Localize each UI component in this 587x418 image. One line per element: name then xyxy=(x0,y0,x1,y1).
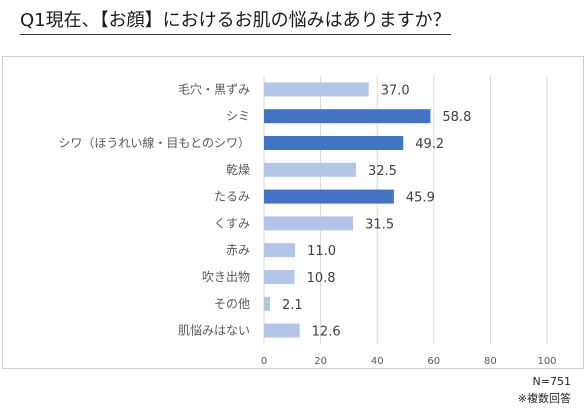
category-label: シミ xyxy=(226,109,250,123)
category-label: その他 xyxy=(214,297,250,311)
bar xyxy=(264,189,394,204)
sample-size-label: N=751 xyxy=(532,375,571,388)
data-label: 10.8 xyxy=(307,271,336,286)
data-label: 58.8 xyxy=(442,110,471,125)
bar xyxy=(264,296,270,311)
category-label: 赤み xyxy=(226,243,250,257)
data-label: 11.0 xyxy=(307,244,336,259)
data-label: 32.5 xyxy=(368,164,397,179)
x-tick-label: 40 xyxy=(371,356,384,367)
x-tick-label: 20 xyxy=(314,356,327,367)
data-label: 49.2 xyxy=(415,137,444,152)
bar xyxy=(264,243,296,258)
category-label: 毛穴・黒ずみ xyxy=(178,81,250,96)
bar xyxy=(264,270,295,284)
bar xyxy=(264,136,404,150)
x-tick-label: 100 xyxy=(537,356,556,367)
data-label: 2.1 xyxy=(282,298,303,313)
category-label: 吹き出物 xyxy=(202,270,250,284)
multiple-answer-note: ※複数回答 xyxy=(517,392,571,405)
category-label: 肌悩みはない xyxy=(178,324,250,338)
data-label: 45.9 xyxy=(406,191,435,206)
chart-frame xyxy=(2,56,584,369)
bar xyxy=(264,109,431,124)
bar xyxy=(264,162,356,177)
data-label: 37.0 xyxy=(381,83,410,98)
x-tick-label: 80 xyxy=(484,356,497,367)
category-label: くすみ xyxy=(214,216,250,230)
chart-title: Q1現在、【お顔】におけるお肌の悩みはありますか？ xyxy=(20,10,451,35)
data-label: 12.6 xyxy=(312,325,341,340)
x-tick-label: 60 xyxy=(427,356,440,367)
bar xyxy=(264,82,369,97)
category-label: たるみ xyxy=(214,190,250,204)
category-label: 乾燥 xyxy=(226,163,250,177)
bar xyxy=(264,216,354,231)
data-label: 31.5 xyxy=(365,217,394,232)
bar xyxy=(264,323,300,338)
x-tick-label: 0 xyxy=(261,356,267,367)
category-label: シワ（ほうれい線・目もとのシワ） xyxy=(58,135,250,150)
